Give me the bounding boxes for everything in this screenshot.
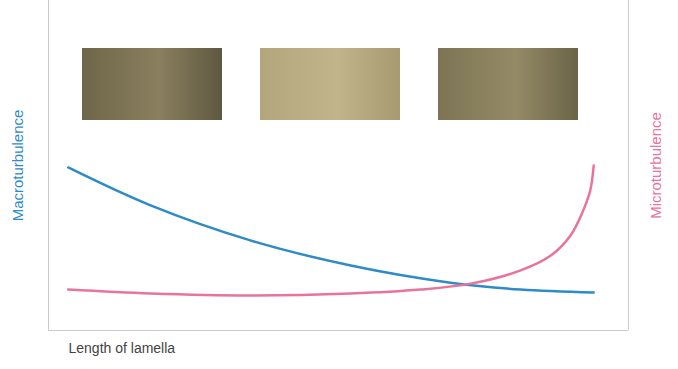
svg-text:Length of lamella: Length of lamella (69, 340, 176, 356)
svg-text:Macroturbulence: Macroturbulence (9, 110, 26, 222)
svg-text:Microturbulence: Microturbulence (647, 112, 664, 219)
